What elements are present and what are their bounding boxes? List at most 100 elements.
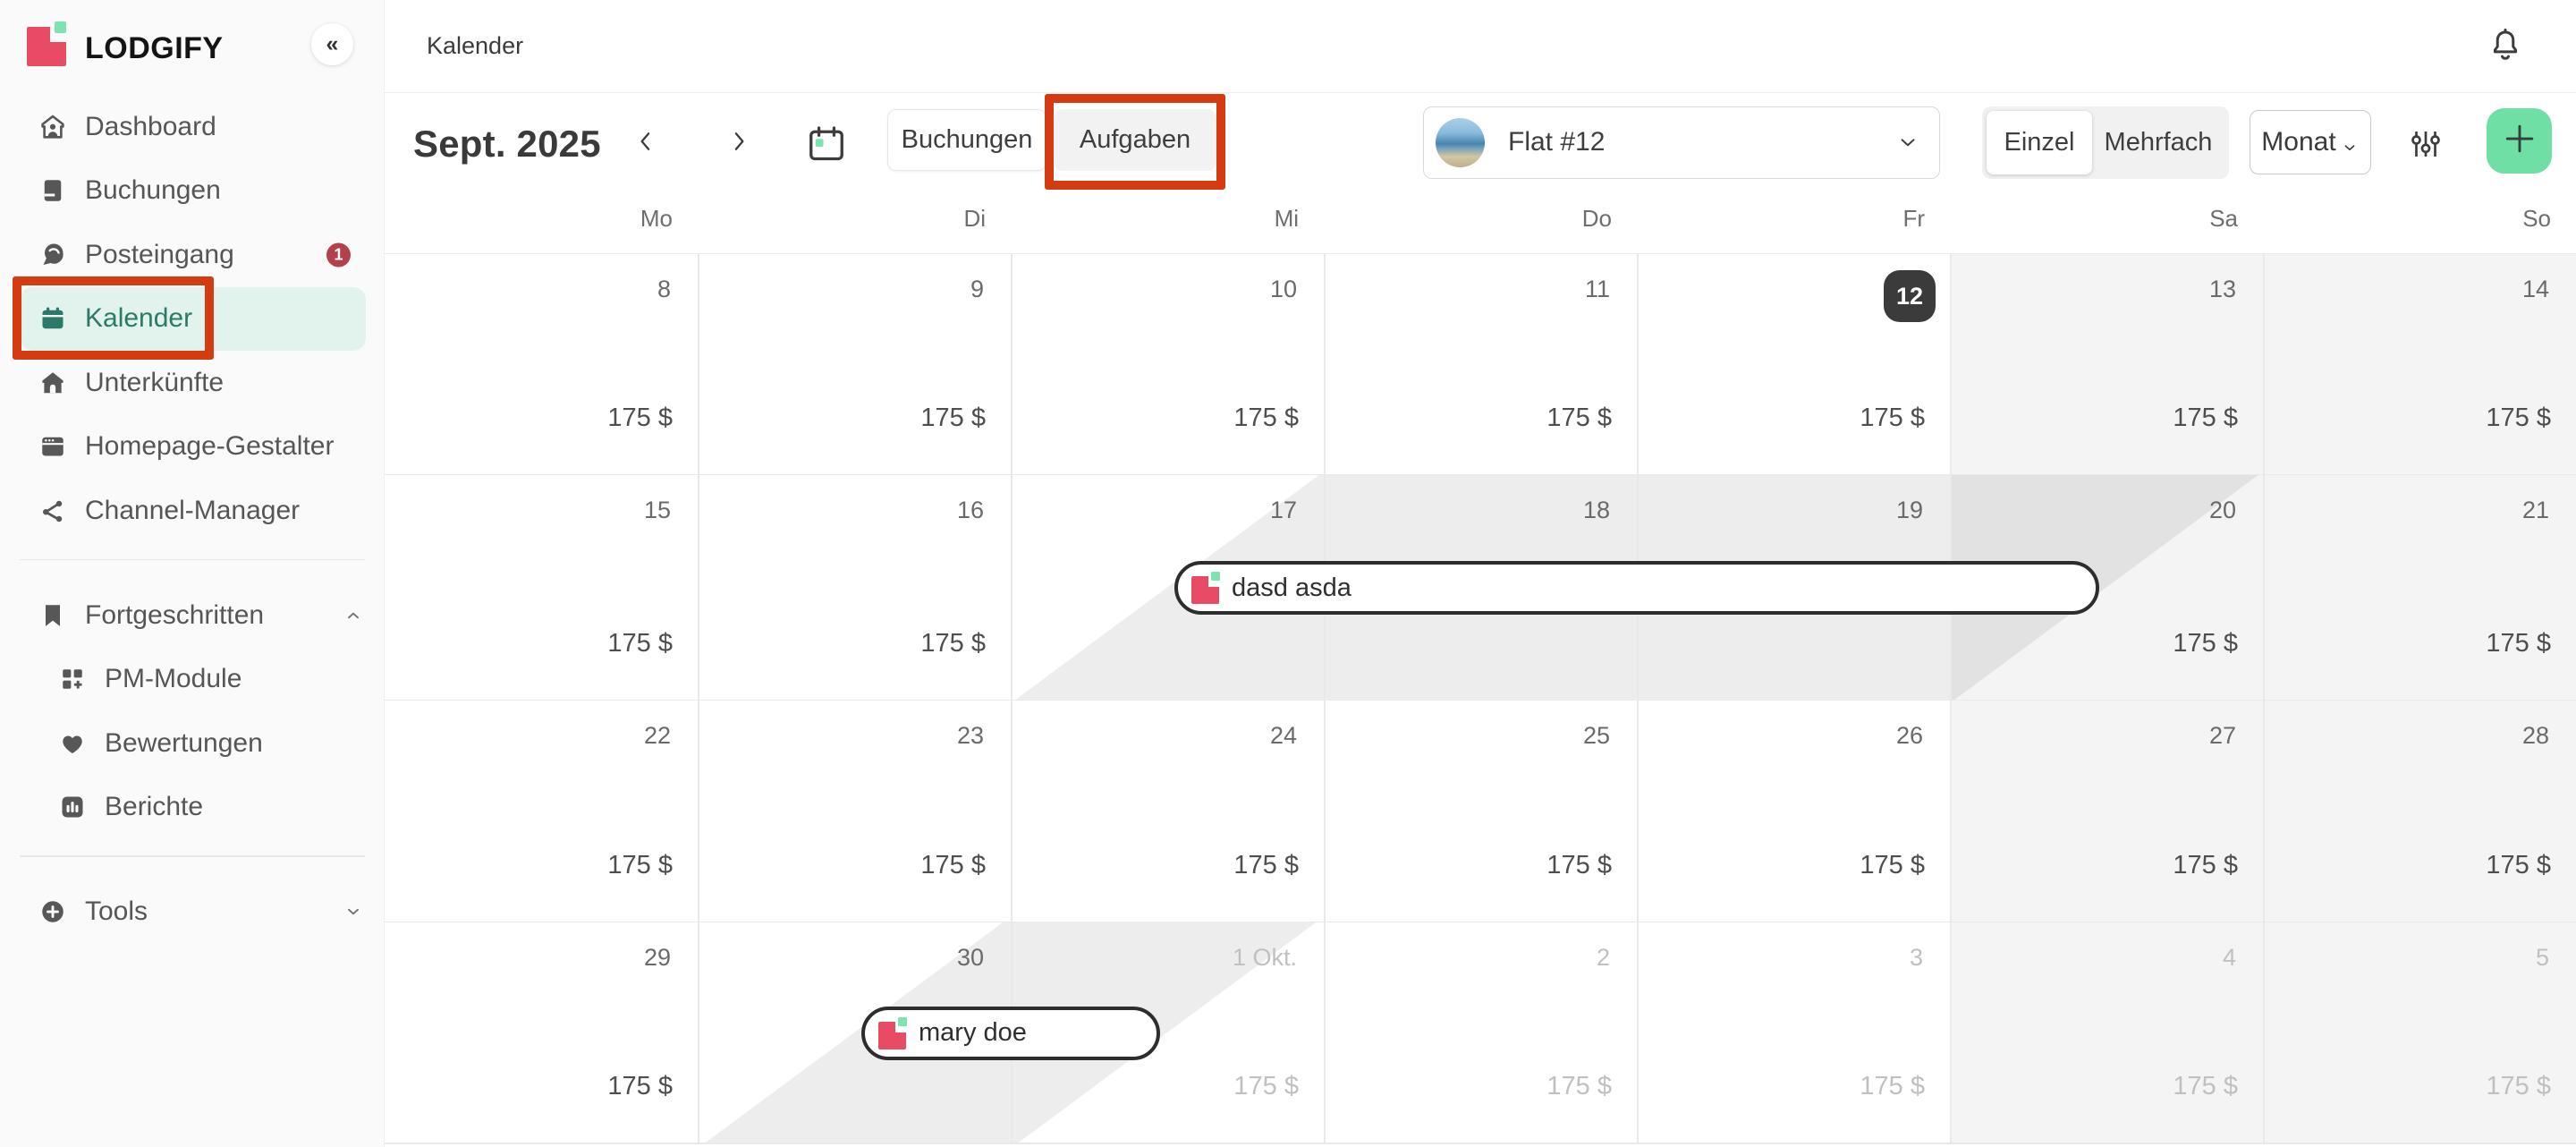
day-cell-4[interactable]: 4 175 $ <box>1950 922 2263 1143</box>
sidebar-collapse-button[interactable]: « <box>311 23 353 65</box>
day-cell-9[interactable]: 9 175 $ <box>698 254 1011 474</box>
sidebar-item-pm-module[interactable]: PM-Module <box>0 648 385 712</box>
buchungen-button[interactable]: Buchungen <box>887 108 1046 171</box>
day-cell-29[interactable]: 29 175 $ <box>385 922 698 1143</box>
day-cell-25[interactable]: 25 175 $ <box>1324 701 1637 922</box>
grid-line <box>698 922 699 1143</box>
sidebar-item-buchungen[interactable]: Buchungen <box>0 159 385 224</box>
dashboard-icon <box>39 114 66 140</box>
sidebar-item-fortgeschritten[interactable]: Fortgeschritten <box>0 583 385 648</box>
calendar-picker-icon <box>806 123 847 165</box>
day-price: 175 $ <box>920 629 986 658</box>
current-month-label: Sept. 2025 <box>413 122 601 165</box>
day-cell-3[interactable]: 3 175 $ <box>1637 922 1950 1143</box>
sidebar-item-channel-manager[interactable]: Channel-Manager <box>0 479 385 543</box>
tab-mehrfach[interactable]: Mehrfach <box>2092 111 2224 174</box>
day-cell-27[interactable]: 27 175 $ <box>1950 701 2263 922</box>
calendar-week-row: 29 175 $ 30 1 Okt. 175 $ 2 175 $ 3 175 $ 4 175 $ 5 1… <box>385 922 2576 1143</box>
day-cell-12[interactable]: 12 175 $ <box>1637 254 1950 474</box>
sidebar-item-label: Dashboard <box>85 111 216 141</box>
period-select[interactable]: Monat <box>2250 109 2371 174</box>
day-price: 175 $ <box>1860 1072 1925 1100</box>
tab-einzel[interactable]: Einzel <box>1987 110 2092 174</box>
day-cell-28[interactable]: 28 175 $ <box>2263 701 2576 922</box>
sidebar-item-bewertungen[interactable]: Bewertungen <box>0 711 385 776</box>
day-number: 13 <box>2208 276 2236 302</box>
aufgaben-button-label: Aufgaben <box>1079 124 1191 154</box>
sidebar-item-homepage-gestalter[interactable]: Homepage-Gestalter <box>0 415 385 480</box>
sidebar-item-label: Bewertungen <box>105 727 263 758</box>
aufgaben-button[interactable]: Aufgaben <box>1054 108 1216 171</box>
chevron-down-icon <box>1896 131 1919 154</box>
grid-line <box>1637 701 1639 922</box>
day-cell-8[interactable]: 8 175 $ <box>385 254 698 474</box>
chevron-left-icon <box>632 128 659 159</box>
chevron-down-icon <box>343 902 363 922</box>
day-price: 175 $ <box>2486 851 2551 879</box>
sidebar-item-label: Kalender <box>85 303 193 334</box>
day-price: 175 $ <box>920 851 986 879</box>
day-price: 175 $ <box>607 851 673 879</box>
day-of-week-header-mo: Mo <box>640 205 673 232</box>
lodgify-logo-icon <box>27 21 68 66</box>
day-cell-24[interactable]: 24 175 $ <box>1011 701 1324 922</box>
grid-line <box>1950 254 1952 474</box>
day-cell-23[interactable]: 23 175 $ <box>698 701 1011 922</box>
property-select[interactable]: Flat #12 <box>1423 106 1940 179</box>
reviews-icon <box>59 730 86 757</box>
sidebar-item-tools[interactable]: Tools <box>0 880 385 945</box>
add-button[interactable] <box>2487 107 2552 174</box>
day-price: 175 $ <box>1546 404 1612 432</box>
day-cell-19[interactable]: 19 <box>1637 475 1950 700</box>
day-cell-10[interactable]: 10 175 $ <box>1011 254 1324 474</box>
sidebar-item-berichte[interactable]: Berichte <box>0 776 385 840</box>
calendar-week-row: 22 175 $ 23 175 $ 24 175 $ 25 175 $ 26 175 $ 27 175… <box>385 700 2576 922</box>
day-cell-11[interactable]: 11 175 $ <box>1324 254 1637 474</box>
day-of-week-header-fr: Fr <box>1902 205 1925 232</box>
sidebar-item-label: Unterkünfte <box>85 367 225 397</box>
day-cell-13[interactable]: 13 175 $ <box>1950 254 2263 474</box>
date-picker-button[interactable] <box>806 123 847 165</box>
day-cell-17[interactable]: 17 <box>1011 475 1324 700</box>
grid-bottom-border <box>385 1143 2576 1144</box>
day-price: 175 $ <box>1233 1072 1299 1100</box>
day-number: 28 <box>2521 722 2549 749</box>
day-price: 175 $ <box>607 1072 673 1100</box>
sidebar: LODGIFY « Dashboard Buchungen Posteingang 1… <box>0 0 385 1147</box>
task-pill-label: dasd asda <box>1232 573 1352 602</box>
sidebar-item-unterkuenfte[interactable]: Unterkünfte <box>0 351 385 415</box>
sidebar-divider <box>20 855 365 857</box>
day-cell-30[interactable]: 30 <box>698 922 1011 1143</box>
next-month-button[interactable] <box>719 124 758 164</box>
day-cell-1-Okt-[interactable]: 1 Okt. 175 $ <box>1011 922 1324 1143</box>
tab-mehrfach-label: Mehrfach <box>2104 127 2213 157</box>
grid-line <box>2263 254 2265 474</box>
day-cell-26[interactable]: 26 175 $ <box>1637 701 1950 922</box>
day-cell-15[interactable]: 15 175 $ <box>385 475 698 700</box>
inbox-icon <box>39 242 66 268</box>
sidebar-item-dashboard[interactable]: Dashboard <box>0 95 385 159</box>
day-cell-16[interactable]: 16 175 $ <box>698 475 1011 700</box>
tab-einzel-label: Einzel <box>2004 127 2075 157</box>
day-cell-22[interactable]: 22 175 $ <box>385 701 698 922</box>
grid-line <box>1950 701 1952 922</box>
sidebar-item-label: Homepage-Gestalter <box>85 431 335 462</box>
day-cell-5[interactable]: 5 175 $ <box>2263 922 2576 1143</box>
day-number: 21 <box>2521 497 2549 523</box>
chevron-right-icon <box>725 128 752 159</box>
day-cell-2[interactable]: 2 175 $ <box>1324 922 1637 1143</box>
day-cell-18[interactable]: 18 <box>1324 475 1637 700</box>
day-price: 175 $ <box>2486 629 2551 658</box>
day-cell-14[interactable]: 14 175 $ <box>2263 254 2576 474</box>
sidebar-item-label: PM-Module <box>105 664 242 694</box>
task-pill-dasd-asda[interactable]: dasd asda <box>1174 561 2099 615</box>
sidebar-nav: Dashboard Buchungen Posteingang 1 Kalender Un… <box>0 95 385 944</box>
day-cell-21[interactable]: 21 175 $ <box>2263 475 2576 700</box>
day-number: 22 <box>643 722 671 749</box>
bell-icon[interactable] <box>2487 27 2524 64</box>
task-pill-mary-doe[interactable]: mary doe <box>861 1006 1160 1060</box>
previous-month-button[interactable] <box>626 124 665 164</box>
sidebar-item-posteingang[interactable]: Posteingang 1 <box>0 223 385 287</box>
sidebar-item-kalender[interactable]: Kalender <box>20 286 366 351</box>
filters-button[interactable] <box>2408 126 2444 162</box>
